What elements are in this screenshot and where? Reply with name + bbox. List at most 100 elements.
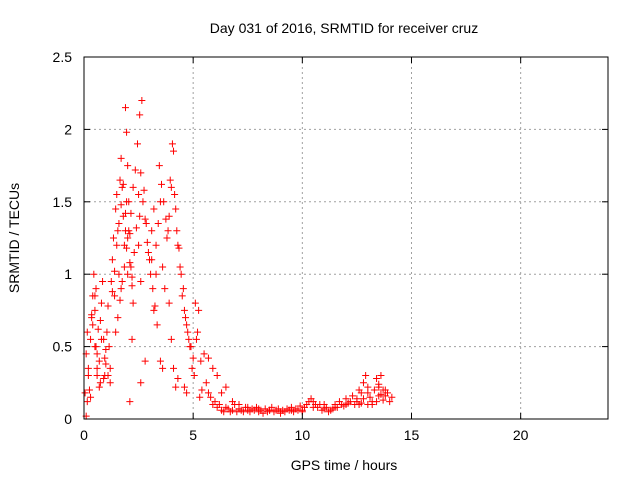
data-point bbox=[259, 409, 267, 417]
data-point bbox=[357, 399, 365, 407]
data-point bbox=[170, 364, 178, 372]
data-point bbox=[131, 166, 139, 174]
data-point bbox=[91, 343, 99, 351]
data-point bbox=[119, 180, 127, 188]
data-point bbox=[97, 299, 105, 307]
data-point bbox=[172, 205, 180, 213]
data-point bbox=[114, 314, 122, 322]
data-point bbox=[172, 383, 180, 391]
data-point bbox=[222, 383, 230, 391]
data-point bbox=[148, 256, 156, 264]
data-point bbox=[139, 198, 147, 206]
data-point bbox=[92, 285, 100, 293]
data-point bbox=[84, 364, 92, 372]
data-point bbox=[342, 401, 350, 409]
data-point bbox=[349, 392, 357, 400]
data-point bbox=[266, 406, 274, 414]
data-point bbox=[162, 215, 170, 223]
y-tick-label: 0.5 bbox=[53, 339, 73, 355]
data-point bbox=[168, 140, 176, 148]
data-point bbox=[149, 285, 157, 293]
grid-lines bbox=[84, 57, 608, 419]
data-point bbox=[100, 374, 108, 382]
plot-frame bbox=[83, 56, 609, 420]
data-point bbox=[120, 263, 128, 271]
data-point bbox=[255, 405, 263, 413]
data-point bbox=[320, 401, 328, 409]
x-tick-label: 10 bbox=[295, 427, 311, 443]
data-point bbox=[137, 379, 145, 387]
data-point bbox=[359, 395, 367, 403]
data-point bbox=[296, 402, 304, 410]
data-point bbox=[112, 328, 120, 336]
data-point bbox=[180, 383, 188, 391]
data-point bbox=[220, 408, 228, 416]
data-point bbox=[136, 212, 144, 220]
data-point bbox=[127, 263, 135, 271]
data-point bbox=[379, 396, 387, 404]
data-point bbox=[171, 191, 179, 199]
data-point bbox=[183, 389, 191, 397]
data-point bbox=[90, 270, 98, 278]
data-point bbox=[87, 335, 95, 343]
data-point bbox=[204, 354, 212, 362]
data-point bbox=[370, 386, 378, 394]
data-point bbox=[177, 270, 185, 278]
data-point bbox=[113, 191, 121, 199]
data-point bbox=[83, 398, 91, 406]
data-point bbox=[192, 335, 200, 343]
data-point bbox=[195, 306, 203, 314]
data-point bbox=[211, 398, 219, 406]
data-point bbox=[104, 302, 112, 310]
data-point bbox=[117, 154, 125, 162]
data-point bbox=[121, 227, 129, 235]
data-point bbox=[137, 277, 145, 285]
data-point bbox=[123, 128, 131, 136]
x-tick-label: 0 bbox=[80, 427, 88, 443]
y-tick-label: 1.5 bbox=[53, 194, 73, 210]
data-point bbox=[161, 285, 169, 293]
data-point bbox=[235, 401, 243, 409]
data-point bbox=[364, 401, 372, 409]
data-point bbox=[111, 267, 119, 275]
y-tick-label: 2.5 bbox=[53, 49, 73, 65]
data-point bbox=[174, 241, 182, 249]
data-point bbox=[128, 273, 136, 281]
data-point bbox=[148, 227, 156, 235]
data-point bbox=[96, 379, 104, 387]
data-point bbox=[141, 357, 149, 365]
data-point bbox=[159, 263, 167, 271]
data-point bbox=[102, 360, 110, 368]
data-point bbox=[111, 292, 119, 300]
data-point bbox=[150, 205, 158, 213]
data-point bbox=[215, 401, 223, 409]
data-point bbox=[213, 372, 221, 380]
data-point bbox=[239, 408, 247, 416]
data-point bbox=[108, 288, 116, 296]
data-point bbox=[124, 270, 132, 278]
data-point bbox=[128, 335, 136, 343]
data-point bbox=[176, 263, 184, 271]
data-point bbox=[143, 238, 151, 246]
data-point bbox=[151, 302, 159, 310]
data-point bbox=[106, 379, 114, 387]
data-point bbox=[188, 364, 196, 372]
data-point bbox=[121, 104, 129, 112]
data-point bbox=[105, 343, 113, 351]
data-point bbox=[152, 270, 160, 278]
data-point bbox=[209, 364, 217, 372]
data-point bbox=[137, 169, 145, 177]
data-point bbox=[88, 311, 96, 319]
data-point bbox=[101, 354, 109, 362]
data-point bbox=[133, 140, 141, 148]
data-point bbox=[93, 372, 101, 380]
data-point bbox=[190, 372, 198, 380]
data-point bbox=[114, 227, 122, 235]
data-point bbox=[191, 299, 199, 307]
data-point bbox=[373, 398, 381, 406]
data-point bbox=[96, 317, 104, 325]
data-point bbox=[93, 350, 101, 358]
data-point bbox=[130, 248, 138, 256]
data-point bbox=[129, 183, 137, 191]
y-tick-label: 2 bbox=[64, 121, 72, 137]
